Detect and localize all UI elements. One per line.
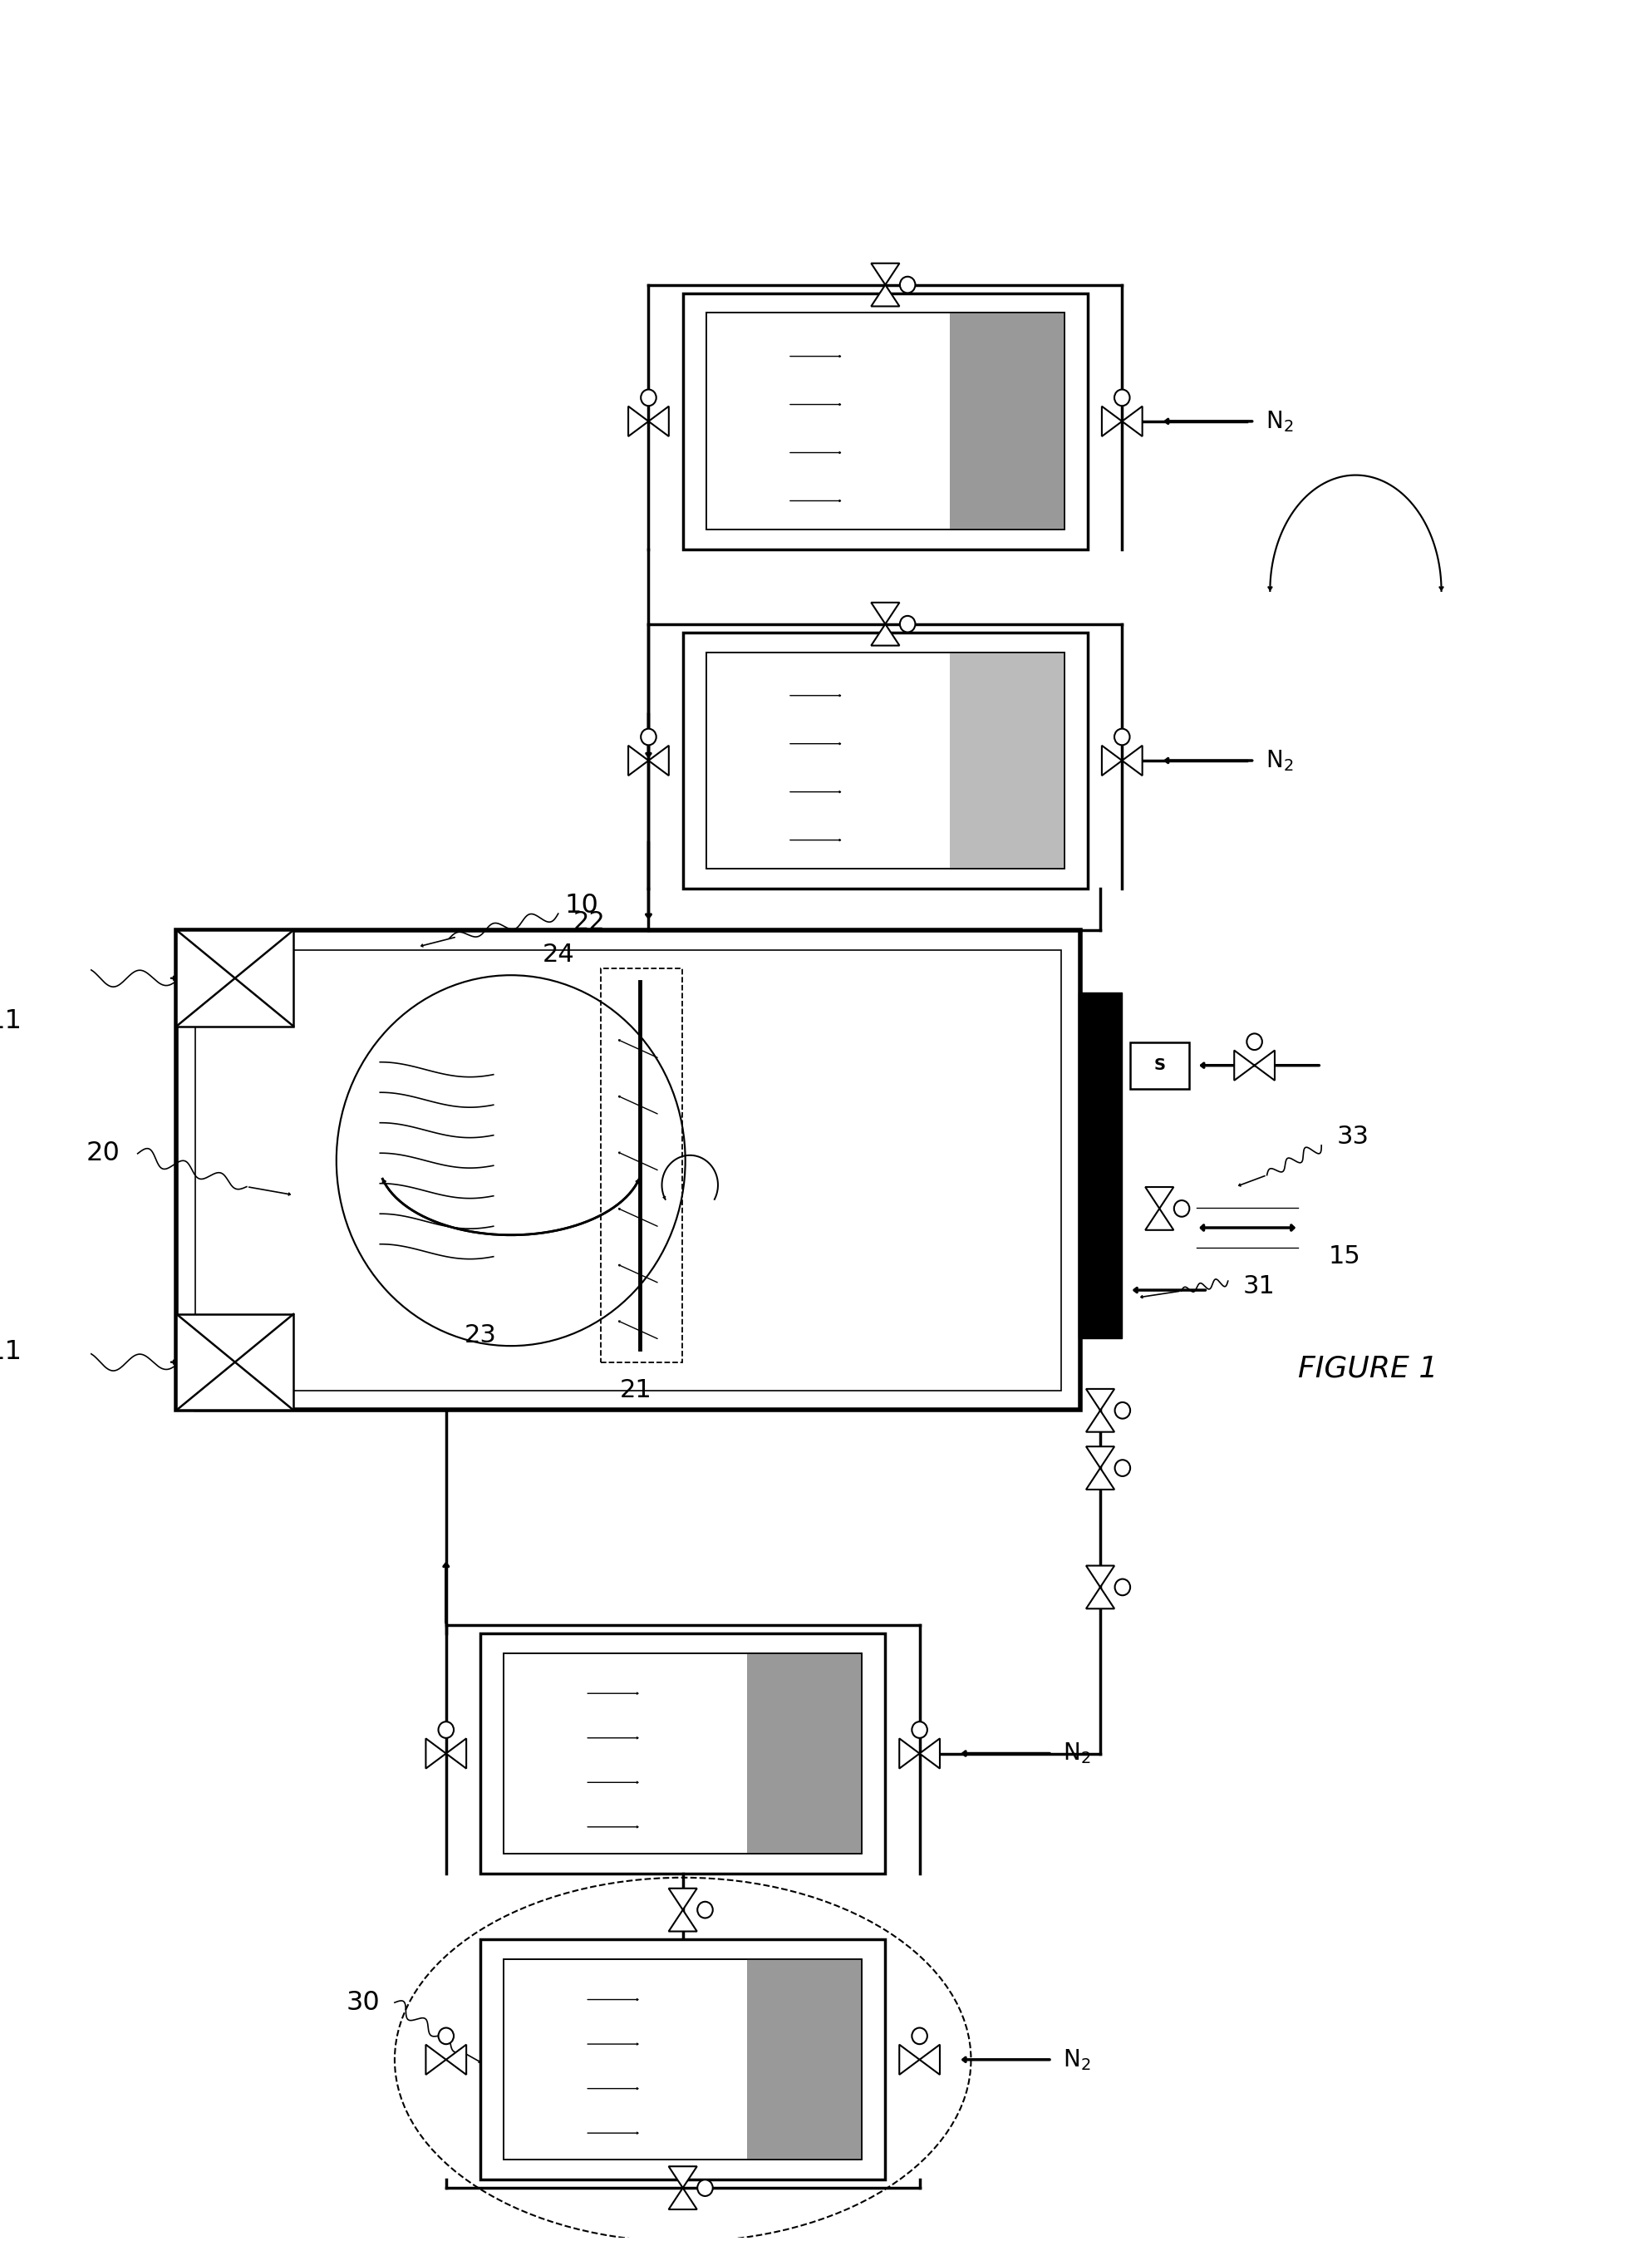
Text: FIGURE 1: FIGURE 1 xyxy=(1298,1354,1439,1383)
Text: 24: 24 xyxy=(542,943,575,968)
Bar xyxy=(481,1941,885,2180)
Polygon shape xyxy=(1145,1208,1173,1230)
Circle shape xyxy=(900,276,915,294)
Bar xyxy=(177,930,1080,1410)
Polygon shape xyxy=(871,262,899,285)
Bar xyxy=(682,294,1087,549)
Polygon shape xyxy=(669,2167,697,2187)
Polygon shape xyxy=(1085,1468,1115,1490)
Polygon shape xyxy=(1085,1587,1115,1609)
Text: N$_2$: N$_2$ xyxy=(1062,1741,1090,1766)
Bar xyxy=(950,314,1064,529)
Polygon shape xyxy=(871,623,899,645)
Bar xyxy=(195,950,1061,1389)
Bar xyxy=(177,930,294,1026)
Circle shape xyxy=(438,2028,454,2044)
Circle shape xyxy=(1115,390,1130,406)
Polygon shape xyxy=(628,406,649,437)
Polygon shape xyxy=(669,2187,697,2210)
Bar xyxy=(504,1654,862,1853)
Bar xyxy=(705,652,1064,870)
Polygon shape xyxy=(920,2044,940,2075)
Text: N$_2$: N$_2$ xyxy=(1265,408,1294,435)
Circle shape xyxy=(641,728,656,744)
Polygon shape xyxy=(1122,746,1142,775)
Polygon shape xyxy=(446,1739,466,1768)
Polygon shape xyxy=(1085,1566,1115,1587)
Text: 20: 20 xyxy=(86,1141,121,1168)
Circle shape xyxy=(641,390,656,406)
Circle shape xyxy=(1115,728,1130,744)
Text: 15: 15 xyxy=(1328,1244,1361,1268)
Bar xyxy=(504,1959,862,2160)
Bar xyxy=(177,1313,294,1410)
Text: 31: 31 xyxy=(1242,1273,1275,1298)
Polygon shape xyxy=(446,2044,466,2075)
Text: 11: 11 xyxy=(0,1008,21,1033)
Polygon shape xyxy=(1145,1188,1173,1208)
Polygon shape xyxy=(1085,1410,1115,1432)
Text: 22: 22 xyxy=(573,910,605,934)
Polygon shape xyxy=(669,1889,697,1909)
Polygon shape xyxy=(1085,1445,1115,1468)
Text: N$_2$: N$_2$ xyxy=(1265,748,1294,773)
Bar xyxy=(504,1959,862,2160)
Text: 10: 10 xyxy=(565,892,598,919)
Circle shape xyxy=(438,1721,454,1739)
Polygon shape xyxy=(1254,1051,1275,1080)
Polygon shape xyxy=(871,285,899,307)
Bar xyxy=(705,314,1064,529)
Bar xyxy=(601,968,682,1363)
Polygon shape xyxy=(899,1739,920,1768)
Circle shape xyxy=(1115,1459,1130,1477)
Polygon shape xyxy=(1234,1051,1254,1080)
Bar xyxy=(682,632,1087,890)
Circle shape xyxy=(1115,1403,1130,1419)
Text: 33: 33 xyxy=(1336,1125,1370,1150)
Circle shape xyxy=(697,1903,712,1918)
Polygon shape xyxy=(649,406,669,437)
Bar xyxy=(1130,1042,1189,1089)
Polygon shape xyxy=(1122,406,1142,437)
Bar xyxy=(504,1654,862,1853)
Bar xyxy=(747,1959,862,2160)
Polygon shape xyxy=(628,746,649,775)
Text: 21: 21 xyxy=(620,1378,653,1403)
Circle shape xyxy=(1115,1580,1130,1596)
Polygon shape xyxy=(426,2044,446,2075)
Polygon shape xyxy=(899,2044,920,2075)
Polygon shape xyxy=(871,603,899,623)
Circle shape xyxy=(1247,1033,1262,1049)
Circle shape xyxy=(912,2028,927,2044)
Text: 11: 11 xyxy=(0,1340,21,1365)
Polygon shape xyxy=(920,1739,940,1768)
Bar xyxy=(705,652,1064,870)
Bar xyxy=(705,314,1064,529)
Polygon shape xyxy=(1102,406,1122,437)
Polygon shape xyxy=(669,1909,697,1932)
Polygon shape xyxy=(1102,746,1122,775)
Text: N$_2$: N$_2$ xyxy=(1062,2048,1090,2073)
Text: S: S xyxy=(1153,1058,1165,1073)
Bar xyxy=(747,1654,862,1853)
Bar xyxy=(1079,993,1122,1338)
Text: 23: 23 xyxy=(464,1324,497,1347)
Polygon shape xyxy=(649,746,669,775)
Circle shape xyxy=(900,616,915,632)
Bar xyxy=(481,1634,885,1873)
Text: 30: 30 xyxy=(347,1990,380,2015)
Polygon shape xyxy=(1085,1389,1115,1410)
Circle shape xyxy=(912,1721,927,1739)
Bar xyxy=(950,652,1064,870)
Polygon shape xyxy=(426,1739,446,1768)
Circle shape xyxy=(1175,1201,1189,1217)
Circle shape xyxy=(697,2180,712,2196)
